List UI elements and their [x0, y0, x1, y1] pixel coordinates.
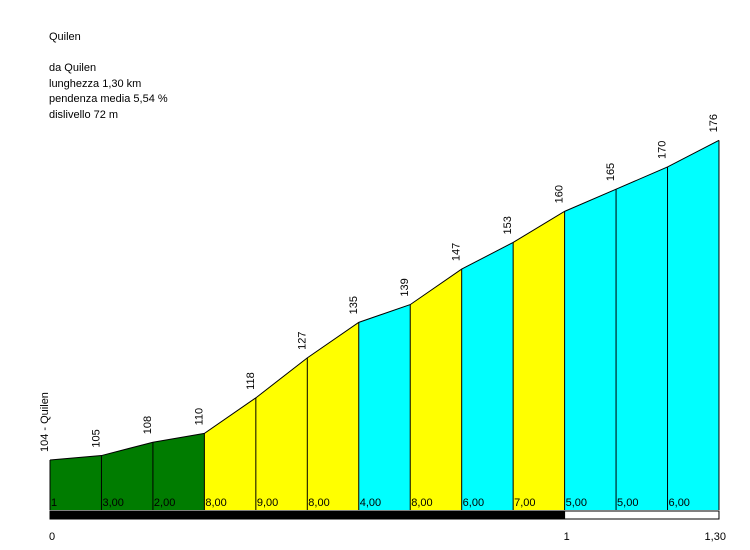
- elevation-label: 147: [451, 243, 463, 261]
- elevation-label: 170: [657, 141, 669, 159]
- gradient-label: 4,00: [360, 497, 381, 509]
- elevation-label: 165: [605, 163, 617, 181]
- gradient-label: 8,00: [411, 497, 432, 509]
- segment-area: [616, 166, 668, 510]
- elevation-label: 104 - Quilen: [39, 392, 51, 452]
- segment-area: [101, 442, 153, 510]
- elevation-label: 153: [502, 216, 514, 234]
- profile-line: [49, 139, 720, 461]
- segment-area: [461, 242, 514, 510]
- elevation-label: 160: [554, 185, 566, 203]
- km-bar-segment: [49, 510, 566, 520]
- gradient-label: 1: [51, 497, 57, 509]
- climb-info: Quilen da Quilen lunghezza 1,30 km pende…: [49, 30, 168, 123]
- gradient-label: 2,00: [154, 497, 175, 509]
- segment-area: [255, 357, 308, 510]
- segment-area: [513, 211, 565, 511]
- start-line: da Quilen: [49, 62, 97, 74]
- x-tick-label: 1,30: [705, 531, 726, 543]
- gradient-label: 9,00: [257, 497, 278, 509]
- gradient-label: 6,00: [463, 497, 484, 509]
- gradient-label: 5,00: [566, 497, 587, 509]
- elevation-label: 135: [348, 296, 360, 314]
- segment-area: [358, 304, 411, 510]
- segment-area: [204, 397, 256, 510]
- climb-name: Quilen: [49, 31, 81, 43]
- elevation-label: 110: [193, 408, 205, 426]
- gradient-label: 7,00: [514, 497, 535, 509]
- segment-area: [307, 322, 359, 510]
- length-line: lunghezza 1,30 km: [49, 77, 142, 90]
- elevation-gain-line: dislivello 72 m: [49, 108, 119, 121]
- x-tick-label: 1: [564, 531, 570, 543]
- gradient-label: 6,00: [669, 497, 690, 509]
- segment-area: [152, 433, 205, 510]
- x-tick-label: 0: [49, 531, 55, 543]
- segment-area: [564, 189, 617, 510]
- elevation-label: 108: [142, 416, 154, 434]
- elevation-label: 127: [296, 332, 308, 350]
- elevation-label: 139: [399, 278, 411, 296]
- gradient-line: pendenza media 5,54 %: [49, 93, 168, 105]
- elevation-label: 118: [245, 372, 257, 390]
- gradient-label: 3,00: [102, 497, 123, 509]
- gradient-label: 5,00: [617, 497, 638, 509]
- gradient-label: 8,00: [205, 497, 226, 509]
- elevation-label: 176: [708, 114, 720, 132]
- segment-area: [667, 140, 719, 510]
- elevation-label: 105: [90, 429, 102, 447]
- km-bar-segment: [564, 510, 720, 520]
- segment-area: [410, 269, 462, 510]
- gradient-label: 8,00: [308, 497, 329, 509]
- segment-area: [50, 455, 102, 510]
